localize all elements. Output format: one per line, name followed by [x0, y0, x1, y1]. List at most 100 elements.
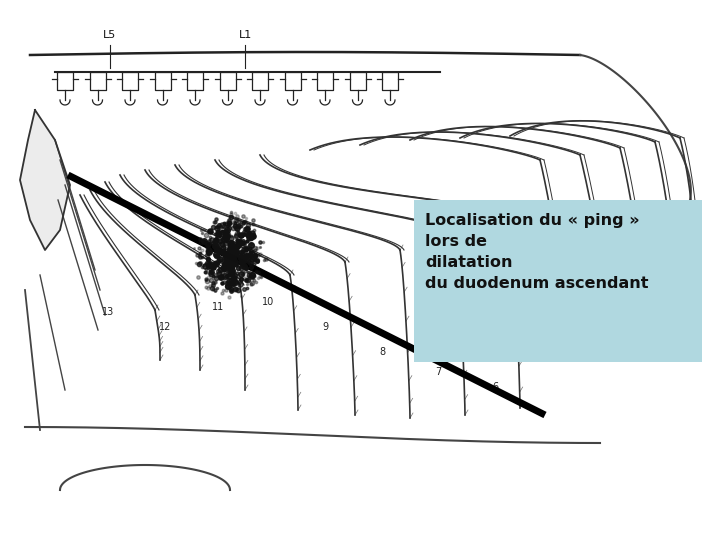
Point — [213, 269, 225, 278]
Point — [207, 238, 219, 247]
Point — [228, 252, 239, 261]
Point — [195, 237, 207, 246]
Point — [230, 221, 241, 230]
Point — [240, 224, 252, 232]
Point — [248, 275, 259, 284]
Point — [225, 250, 236, 259]
Point — [235, 275, 246, 284]
Point — [245, 233, 256, 242]
Point — [220, 228, 231, 237]
Point — [238, 246, 249, 255]
Point — [246, 248, 258, 257]
Point — [249, 246, 261, 254]
Point — [224, 246, 235, 254]
Point — [246, 272, 257, 281]
Point — [209, 246, 220, 254]
Point — [246, 254, 258, 263]
Point — [213, 248, 225, 256]
Point — [217, 288, 228, 297]
Point — [226, 281, 238, 289]
Point — [210, 241, 222, 249]
Point — [224, 251, 235, 259]
Point — [220, 286, 232, 295]
Point — [232, 247, 243, 256]
Point — [229, 250, 240, 259]
Point — [210, 278, 221, 287]
Point — [220, 228, 232, 237]
Point — [243, 274, 254, 282]
Point — [207, 235, 218, 244]
Point — [247, 232, 258, 240]
Point — [211, 242, 222, 251]
Point — [199, 237, 210, 246]
Point — [225, 269, 236, 278]
Point — [238, 255, 249, 264]
Point — [195, 226, 207, 234]
Point — [222, 281, 234, 290]
Point — [223, 248, 235, 257]
Point — [222, 226, 233, 235]
Point — [203, 244, 215, 253]
Point — [240, 244, 251, 253]
Point — [253, 238, 265, 247]
Point — [238, 239, 250, 247]
Point — [258, 256, 270, 265]
Point — [211, 230, 222, 239]
Point — [237, 270, 248, 279]
Point — [212, 232, 224, 241]
Point — [225, 258, 237, 266]
Point — [202, 250, 213, 259]
Point — [230, 246, 242, 255]
Point — [203, 260, 215, 269]
Point — [223, 219, 235, 227]
Point — [223, 293, 235, 302]
Point — [224, 283, 235, 292]
Point — [235, 238, 247, 247]
Point — [225, 210, 236, 219]
Point — [249, 251, 261, 260]
Point — [253, 251, 264, 259]
Point — [193, 252, 204, 261]
Point — [233, 220, 245, 228]
Point — [217, 286, 229, 294]
Point — [200, 275, 212, 284]
Point — [200, 268, 212, 276]
Point — [199, 261, 210, 270]
Point — [229, 257, 240, 266]
Point — [203, 247, 215, 255]
Point — [243, 271, 255, 279]
Point — [210, 236, 222, 245]
Text: 6: 6 — [492, 382, 498, 392]
Point — [212, 222, 223, 231]
Point — [238, 218, 250, 226]
Point — [226, 279, 238, 287]
Point — [240, 217, 252, 226]
Point — [223, 218, 235, 227]
Point — [200, 275, 212, 284]
Point — [208, 218, 220, 226]
Point — [235, 222, 246, 231]
Point — [228, 224, 239, 232]
Point — [247, 253, 258, 261]
Text: L5: L5 — [104, 30, 117, 40]
Point — [210, 278, 221, 286]
Point — [239, 274, 251, 282]
Point — [215, 265, 226, 274]
Point — [251, 267, 262, 275]
Point — [223, 276, 235, 285]
Point — [241, 280, 253, 288]
Point — [216, 240, 228, 249]
Point — [202, 247, 214, 256]
Point — [242, 231, 253, 239]
Point — [212, 224, 223, 232]
Point — [235, 238, 246, 247]
Point — [250, 244, 261, 252]
Point — [213, 230, 225, 238]
Point — [242, 256, 253, 265]
Point — [234, 280, 246, 288]
Point — [225, 219, 236, 227]
Point — [210, 259, 221, 267]
Point — [222, 248, 234, 257]
Point — [214, 237, 225, 245]
Point — [232, 272, 243, 280]
